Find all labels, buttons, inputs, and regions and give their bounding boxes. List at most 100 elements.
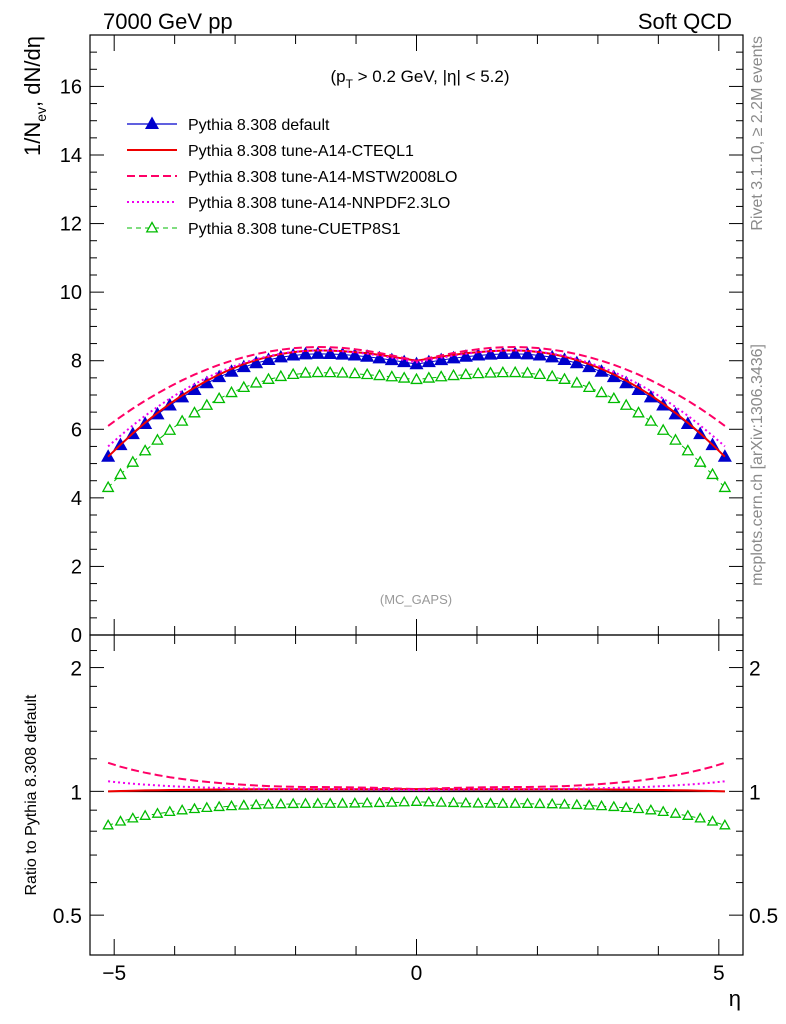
data-point-cuetp8s1 [681,444,695,456]
data-point-default [335,347,350,360]
data-point-cuetp8s1 [373,368,386,381]
ratio-axis-ticks: 0.5 0.5 1 1 2 2 −5 0 5 [53,635,778,985]
ratio-point-cuetp8s1 [447,796,460,808]
data-point-cuetp8s1 [101,480,115,493]
legend-label-1: Pythia 8.308 tune-A14-CTEQL1 [188,143,414,160]
ratio-point-cuetp8s1 [644,803,657,815]
ratio-point-cuetp8s1 [114,815,127,826]
ratio-point-cuetp8s1 [299,797,312,808]
series-line-2 [107,345,726,427]
legend-label-4: Pythia 8.308 tune-CUETP8S1 [188,221,401,238]
data-point-default [545,349,560,363]
ratio-point-cuetp8s1 [373,796,386,808]
ratio-point-cuetp8s1 [521,797,534,808]
ratio-point-cuetp8s1 [324,797,337,808]
data-point-cuetp8s1 [496,365,510,378]
data-point-cuetp8s1 [422,371,436,383]
main-y-tick-label: 6 [71,419,82,441]
data-point-default [286,347,301,361]
data-point-default [372,350,387,364]
ratio-point-cuetp8s1 [262,798,275,809]
data-point-cuetp8s1 [311,365,325,378]
data-point-cuetp8s1 [669,433,682,445]
data-point-default [557,352,572,365]
ratio-series-group [102,761,731,830]
rivet-version-label: Rivet 3.1.10, ≥ 2.2M events [749,36,766,231]
ratio-point-cuetp8s1 [607,800,620,812]
data-point-cuetp8s1 [693,455,707,467]
data-point-cuetp8s1 [508,365,522,378]
data-point-cuetp8s1 [385,370,399,382]
ratio-point-cuetp8s1 [385,796,398,807]
ratio-point-cuetp8s1 [496,797,509,808]
data-point-cuetp8s1 [225,385,238,398]
data-point-cuetp8s1 [410,372,423,385]
legend-label-2: Pythia 8.308 tune-A14-MSTW2008LO [188,169,457,186]
ratio-point-cuetp8s1 [200,801,213,813]
data-point-cuetp8s1 [274,369,288,382]
data-point-default [446,350,461,364]
ratio-point-cuetp8s1 [250,798,263,810]
data-point-cuetp8s1 [360,367,374,380]
ratio-line-2 [107,761,726,791]
x-axis-label: η [729,986,741,1011]
data-point-default [495,346,510,360]
ratio-point-cuetp8s1 [287,797,300,809]
ratio-y-tick-label: 2 [70,658,82,681]
data-point-cuetp8s1 [286,367,300,380]
data-point-cuetp8s1 [323,365,337,378]
ratio-point-cuetp8s1 [151,807,164,818]
ratio-point-cuetp8s1 [126,812,139,823]
data-point-default [421,354,436,368]
ratio-y-tick-label: 0.5 [53,905,82,928]
data-point-default [483,347,498,360]
data-point-cuetp8s1 [706,467,719,480]
ratio-point-cuetp8s1 [336,797,349,808]
series-line-0 [107,353,726,458]
ratio-point-cuetp8s1 [188,802,201,814]
main-y-tick-label: 2 [71,556,82,578]
main-y-tick-label: 12 [60,214,82,236]
series-line-3 [107,349,726,448]
data-point-cuetp8s1 [521,366,534,378]
data-point-default [323,346,338,360]
data-point-cuetp8s1 [200,398,214,410]
ratio-y-tick-label-right: 1 [749,781,761,804]
ratio-point-cuetp8s1 [163,805,176,816]
cut-label: (pT > 0.2 GeV, |η| < 5.2) [330,67,509,91]
data-point-default [273,349,288,363]
data-point-cuetp8s1 [434,370,448,382]
ratio-point-cuetp8s1 [595,799,608,811]
data-point-default [508,346,523,359]
data-point-default [532,347,547,361]
ratio-point-cuetp8s1 [459,796,472,808]
data-point-cuetp8s1 [163,423,177,435]
ratio-point-cuetp8s1 [632,802,645,814]
data-point-default [261,352,276,365]
ratio-point-cuetp8s1 [213,800,226,812]
legend: Pythia 8.308 default Pythia 8.308 tune-A1… [127,116,457,238]
ratio-y-tick-label-right: 0.5 [749,905,778,928]
data-point-default [310,346,325,359]
data-point-cuetp8s1 [545,369,559,382]
data-point-cuetp8s1 [397,371,411,383]
legend-label-3: Pythia 8.308 tune-A14-NNPDF2.3LO [188,195,450,212]
ratio-plot-frame [89,634,744,956]
data-point-cuetp8s1 [582,380,596,393]
legend-marker-default [144,116,160,130]
ratio-point-cuetp8s1 [311,797,324,808]
data-point-cuetp8s1 [570,376,584,388]
data-point-cuetp8s1 [175,414,189,426]
ratio-point-cuetp8s1 [410,795,423,806]
main-y-tick-label: 8 [71,351,82,373]
ratio-point-cuetp8s1 [102,818,114,830]
ratio-line-1 [108,788,725,793]
x-tick-label: 0 [411,962,423,985]
data-point-cuetp8s1 [447,368,460,381]
main-y-axis-label: 1/Nev, dN/dη [20,36,49,156]
ratio-y-tick-label: 1 [70,781,82,804]
main-y-tick-label: 10 [60,282,82,304]
category-label: Soft QCD [638,9,732,34]
data-point-cuetp8s1 [459,367,473,380]
